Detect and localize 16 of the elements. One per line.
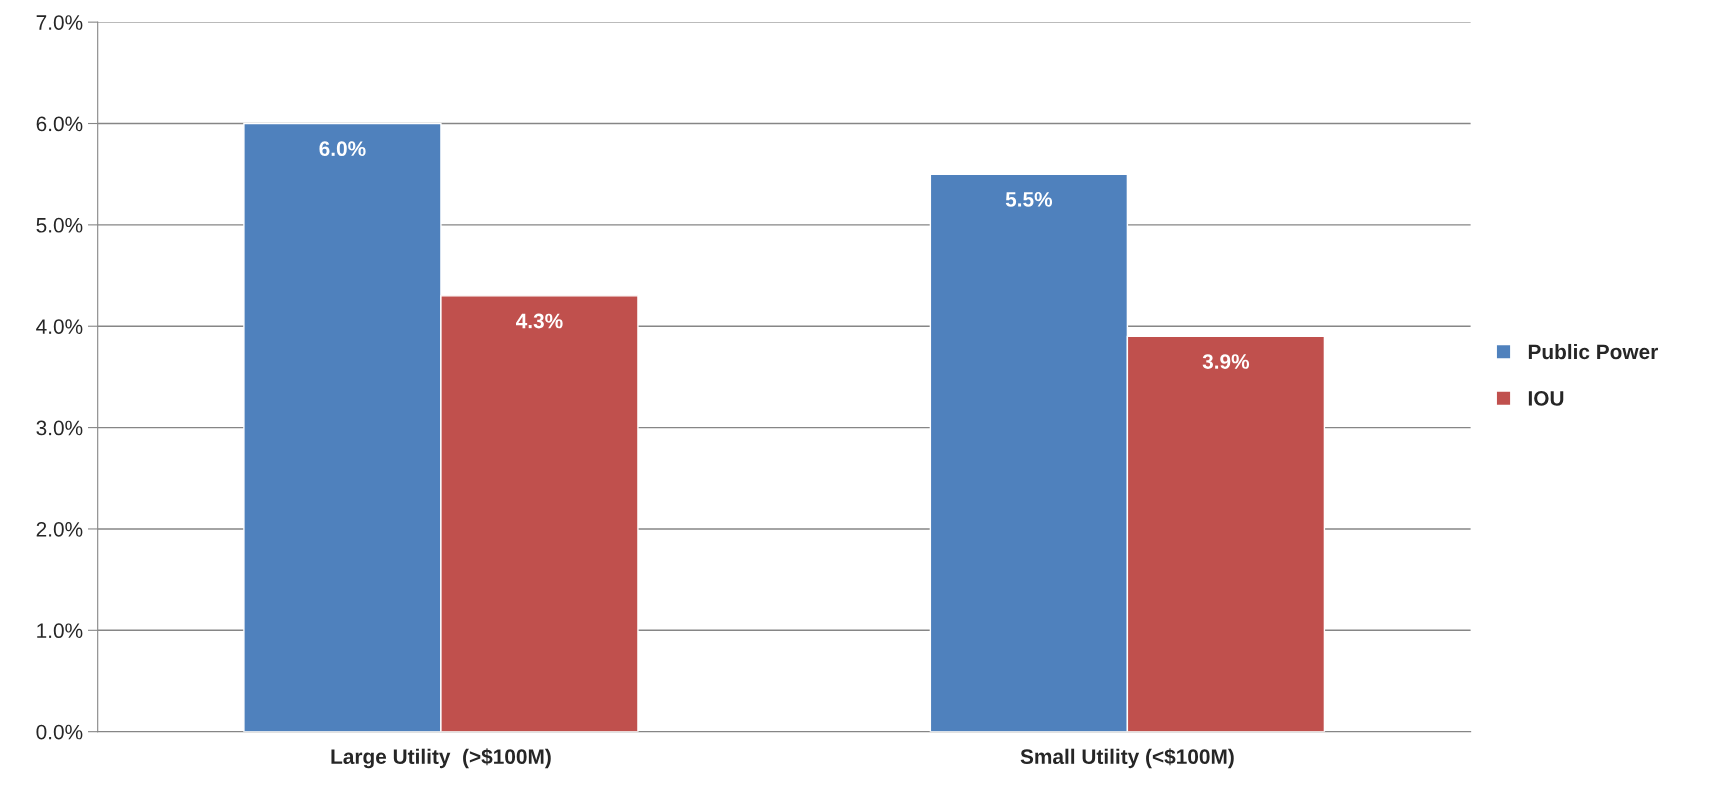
y-tick-label: 7.0% bbox=[36, 15, 83, 30]
legend-label: Public Power bbox=[1528, 343, 1658, 360]
y-tick-label: 3.0% bbox=[36, 420, 83, 436]
data-label: 6.0% bbox=[319, 141, 366, 157]
data-label: 3.9% bbox=[1202, 354, 1250, 369]
y-tick-label: 2.0% bbox=[36, 521, 83, 537]
y-tick-label: 6.0% bbox=[36, 116, 83, 132]
y-tick-label: 0.0% bbox=[36, 724, 83, 740]
x-tick-label: Small Utility (<$100M) bbox=[1020, 748, 1234, 769]
data-label: 5.5% bbox=[1005, 192, 1053, 207]
y-tick-label: 5.0% bbox=[36, 217, 83, 233]
legend-label: IOU bbox=[1528, 391, 1564, 406]
y-tick-label: 4.0% bbox=[36, 319, 83, 334]
data-label: 4.3% bbox=[516, 313, 563, 329]
x-tick-label: Large Utility (>$100M) bbox=[331, 748, 551, 769]
y-tick-label: 1.0% bbox=[37, 623, 83, 639]
